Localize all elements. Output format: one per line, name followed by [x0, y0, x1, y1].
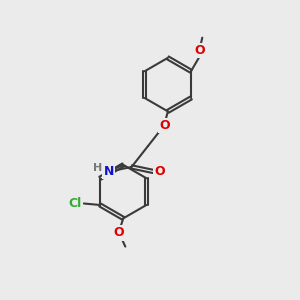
Text: Cl: Cl — [69, 197, 82, 210]
Text: H: H — [93, 164, 102, 173]
Text: O: O — [159, 119, 169, 132]
Text: O: O — [194, 44, 205, 57]
Text: O: O — [154, 165, 165, 178]
Text: O: O — [194, 44, 205, 57]
Text: N: N — [103, 165, 114, 178]
Text: O: O — [113, 226, 124, 239]
